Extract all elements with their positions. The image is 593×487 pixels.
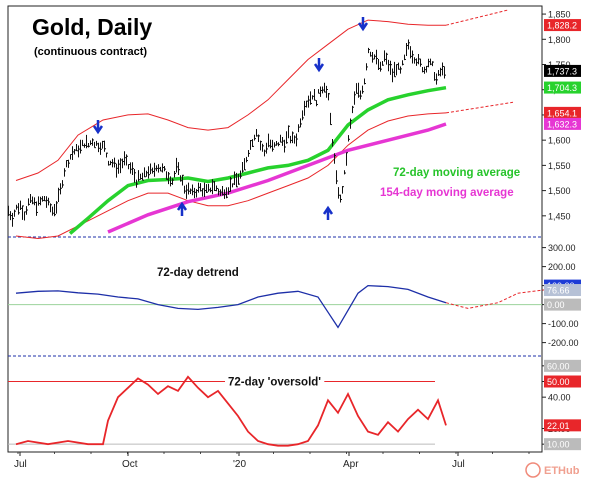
value-tag-label: 1,704.3 <box>547 83 577 93</box>
plot-frame <box>7 5 543 453</box>
down-arrow-icon <box>357 17 369 32</box>
value-tag <box>544 438 581 451</box>
value-tag-label: 1,632.3 <box>547 119 577 129</box>
oversold-label-bg <box>225 376 325 389</box>
upper-band-projection <box>445 9 509 26</box>
y-tick-label: 1,850 <box>548 10 571 20</box>
detrend-line <box>15 284 447 329</box>
value-tag-label: 1,737.3 <box>547 66 577 76</box>
value-tag-label: 10.00 <box>547 440 570 450</box>
oversold-line <box>15 375 447 447</box>
up-arrow-icon <box>322 205 334 220</box>
x-tick-label: Oct <box>122 459 138 470</box>
ma72-label: 72-day moving average <box>393 167 520 179</box>
up-arrow-icon <box>176 201 188 216</box>
value-tag <box>544 375 581 388</box>
y-tick-label: 1,600 <box>548 136 571 146</box>
value-tag <box>544 359 581 372</box>
chart-subtitle: (continuous contract) <box>34 46 148 58</box>
x-tick-label: Apr <box>343 459 359 470</box>
value-tag-label: 22.01 <box>547 421 570 431</box>
y-tick-label: -100.00 <box>548 319 579 329</box>
y-tick-label: 200.00 <box>548 262 576 272</box>
y-tick-label: 1,500 <box>548 186 571 196</box>
value-tag <box>544 19 581 32</box>
value-tag-label: 60.00 <box>547 361 570 371</box>
lower-band-projection <box>445 101 514 114</box>
value-tag <box>544 117 581 130</box>
value-tag <box>544 298 581 311</box>
detrend-projection <box>445 288 549 309</box>
ma154-line <box>107 122 447 234</box>
value-tag <box>544 106 581 119</box>
ma154-label: 154-day moving average <box>380 187 514 199</box>
value-tag <box>544 64 581 77</box>
value-tag-label: 0.00 <box>547 300 565 310</box>
value-tag <box>544 284 581 297</box>
y-tick-label: 1,450 <box>548 211 571 221</box>
x-tick-label: Jul <box>452 459 465 470</box>
watermark-icon <box>525 462 541 478</box>
detrend-label: 72-day detrend <box>157 267 239 279</box>
upper-band <box>15 19 446 181</box>
value-tag-label: 1,828.2 <box>547 21 577 31</box>
down-arrow-icon <box>313 58 325 73</box>
y-tick-label: 40.00 <box>548 393 571 403</box>
ma72-line <box>68 85 447 235</box>
value-tag-label: 50.00 <box>547 377 570 387</box>
lower-band <box>15 112 447 240</box>
y-tick-label: -200.00 <box>548 338 579 348</box>
y-tick-label: 300.00 <box>548 243 576 253</box>
y-tick-label: 1,800 <box>548 35 571 45</box>
watermark-text: ETHub <box>544 465 580 477</box>
value-tag-label: 76.66 <box>547 286 570 296</box>
x-tick-label: Jul <box>14 459 27 470</box>
value-tag <box>544 419 581 432</box>
down-arrow-icon <box>92 120 104 135</box>
oversold-label: 72-day 'oversold' <box>228 377 321 389</box>
value-tag <box>544 81 581 94</box>
value-tag-label: 1,654.1 <box>547 108 577 118</box>
x-tick-label: '20 <box>233 459 246 470</box>
chart-title: Gold, Daily <box>32 14 153 40</box>
y-tick-label: 1,550 <box>548 161 571 171</box>
